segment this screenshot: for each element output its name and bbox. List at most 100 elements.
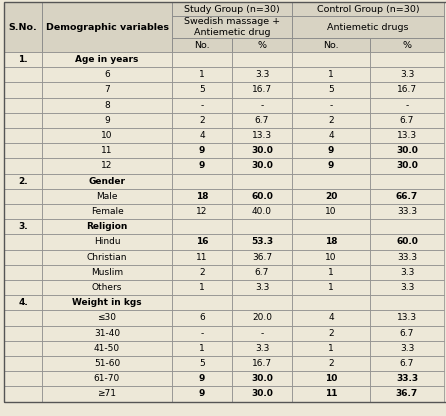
Text: 9: 9 <box>199 146 205 155</box>
Text: 3.3: 3.3 <box>255 344 269 353</box>
Text: ≤30: ≤30 <box>98 314 116 322</box>
Bar <box>370 173 444 189</box>
Text: Weight in kgs: Weight in kgs <box>72 298 142 307</box>
Text: 20.0: 20.0 <box>252 314 272 322</box>
Text: 9: 9 <box>104 116 110 125</box>
Text: Study Group (n=30): Study Group (n=30) <box>184 5 280 13</box>
Text: 16: 16 <box>196 238 208 247</box>
Text: 4.: 4. <box>18 298 28 307</box>
Bar <box>4 234 42 250</box>
Bar <box>172 204 232 219</box>
Bar <box>4 280 42 295</box>
Bar <box>292 143 370 158</box>
Text: 9: 9 <box>328 161 334 171</box>
Text: 1.: 1. <box>18 55 28 64</box>
Text: 3.3: 3.3 <box>400 268 414 277</box>
Bar <box>232 341 292 356</box>
Text: No.: No. <box>323 40 339 50</box>
Bar <box>370 295 444 310</box>
Text: 1: 1 <box>328 70 334 79</box>
Bar <box>292 356 370 371</box>
Bar <box>42 250 172 265</box>
Text: Muslim: Muslim <box>91 268 123 277</box>
Bar <box>370 250 444 265</box>
Text: Gender: Gender <box>88 177 125 186</box>
Text: 1: 1 <box>328 268 334 277</box>
Text: 4: 4 <box>199 131 205 140</box>
Text: 18: 18 <box>196 192 208 201</box>
Bar <box>370 356 444 371</box>
Bar <box>172 52 232 67</box>
Text: 4: 4 <box>328 314 334 322</box>
Text: 12: 12 <box>101 161 113 171</box>
Bar <box>292 219 370 234</box>
Bar <box>172 341 232 356</box>
Text: 9: 9 <box>199 374 205 383</box>
Text: Antiemetic drugs: Antiemetic drugs <box>327 22 409 32</box>
Text: Male: Male <box>96 192 118 201</box>
Bar <box>4 371 42 386</box>
Text: 2: 2 <box>199 116 205 125</box>
Bar <box>292 371 370 386</box>
Bar <box>172 219 232 234</box>
Text: 6.7: 6.7 <box>400 116 414 125</box>
Bar <box>42 2 172 52</box>
Bar <box>4 250 42 265</box>
Bar <box>4 2 42 52</box>
Text: 31-40: 31-40 <box>94 329 120 338</box>
Bar <box>232 52 292 67</box>
Bar <box>232 280 292 295</box>
Bar <box>232 371 292 386</box>
Text: 2: 2 <box>199 268 205 277</box>
Bar <box>292 326 370 341</box>
Bar <box>370 326 444 341</box>
Text: 30.0: 30.0 <box>396 146 418 155</box>
Text: 13.3: 13.3 <box>397 131 417 140</box>
Text: Swedish massage +
Antiemetic drug: Swedish massage + Antiemetic drug <box>184 17 280 37</box>
Bar <box>4 386 42 401</box>
Bar <box>4 113 42 128</box>
Bar <box>42 82 172 98</box>
Text: 13.3: 13.3 <box>252 131 272 140</box>
Text: 16.7: 16.7 <box>397 86 417 94</box>
Text: 16.7: 16.7 <box>252 359 272 368</box>
Bar <box>42 295 172 310</box>
Bar <box>292 310 370 326</box>
Bar <box>232 158 292 173</box>
Bar <box>42 158 172 173</box>
Bar <box>292 173 370 189</box>
Bar <box>232 173 292 189</box>
Bar <box>42 265 172 280</box>
Bar <box>292 265 370 280</box>
Bar <box>172 356 232 371</box>
Bar <box>232 67 292 82</box>
Bar <box>42 189 172 204</box>
Text: 7: 7 <box>104 86 110 94</box>
Bar <box>292 16 444 38</box>
Bar <box>42 326 172 341</box>
Bar <box>42 204 172 219</box>
Bar <box>232 98 292 113</box>
Bar <box>42 356 172 371</box>
Text: 10: 10 <box>325 207 337 216</box>
Bar <box>292 158 370 173</box>
Bar <box>172 173 232 189</box>
Text: 53.3: 53.3 <box>251 238 273 247</box>
Bar <box>42 52 172 67</box>
Bar <box>172 295 232 310</box>
Bar <box>172 371 232 386</box>
Text: 1: 1 <box>328 283 334 292</box>
Text: 2.: 2. <box>18 177 28 186</box>
Bar <box>370 158 444 173</box>
Text: 60.0: 60.0 <box>251 192 273 201</box>
Text: -: - <box>330 101 333 110</box>
Bar <box>370 67 444 82</box>
Text: Age in years: Age in years <box>75 55 139 64</box>
Bar <box>42 219 172 234</box>
Bar <box>172 38 232 52</box>
Text: 6.7: 6.7 <box>255 116 269 125</box>
Bar <box>172 16 292 38</box>
Bar <box>370 82 444 98</box>
Bar <box>42 341 172 356</box>
Bar <box>4 82 42 98</box>
